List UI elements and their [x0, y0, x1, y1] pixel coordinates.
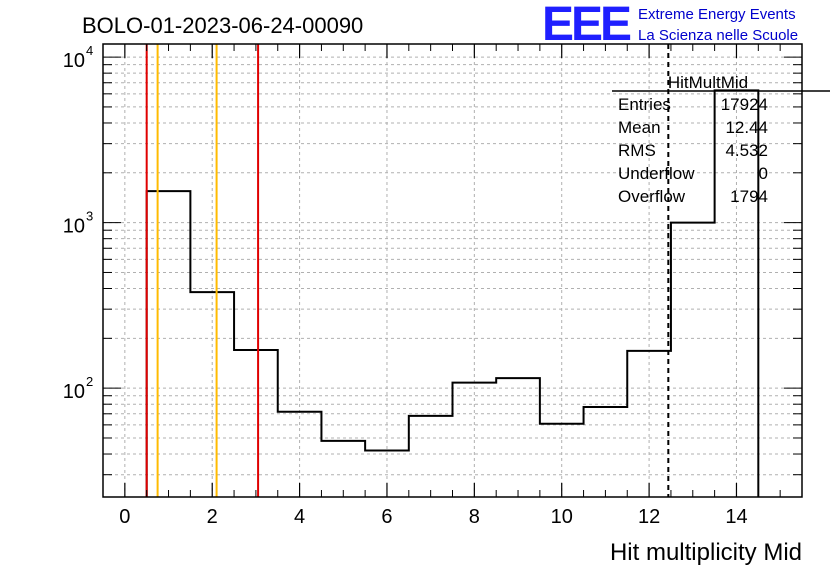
stats-label: Underflow	[618, 164, 695, 183]
x-tick-label: 4	[294, 506, 305, 528]
stats-label: RMS	[618, 141, 656, 160]
logo-line-2: La Scienza nelle Scuole	[638, 27, 798, 44]
x-axis-label: Hit multiplicity Mid	[610, 539, 802, 566]
y-tick-label: 10	[63, 50, 85, 72]
x-tick-label: 10	[551, 506, 573, 528]
stats-box: HitMultMid Entries 17924 Mean 12.44 RMS 4.532 U…	[612, 73, 830, 206]
logo-text: EEE	[542, 0, 631, 51]
histogram-series	[145, 89, 760, 497]
stats-value: 4.532	[725, 141, 768, 160]
stats-label: Mean	[618, 118, 661, 137]
axis-ticks	[103, 44, 802, 497]
y-tick-exponent: 4	[86, 43, 93, 58]
stats-value: 1794	[730, 187, 768, 206]
y-tick-label: 10	[63, 381, 85, 403]
x-tick-label: 12	[638, 506, 660, 528]
x-tick-labels: 0 2 4 6 8 10 12 14	[119, 506, 747, 528]
x-tick-label: 6	[381, 506, 392, 528]
eee-logo: EEE Extreme Energy Events La Scienza nel…	[542, 0, 798, 51]
stats-label: Entries	[618, 95, 671, 114]
y-tick-exponent: 2	[86, 374, 93, 389]
stats-value: 12.44	[725, 118, 768, 137]
y-tick-exponent: 3	[86, 209, 93, 224]
stats-value: 17924	[721, 95, 768, 114]
histogram-outline	[145, 89, 760, 497]
x-tick-label: 2	[207, 506, 218, 528]
x-tick-label: 8	[469, 506, 480, 528]
stats-value: 0	[759, 164, 768, 183]
y-tick-label: 10	[63, 216, 85, 238]
x-tick-label: 0	[119, 506, 130, 528]
chart-title: BOLO-01-2023-06-24-00090	[82, 13, 363, 38]
marker-lines	[145, 44, 670, 497]
stats-box-name: HitMultMid	[668, 73, 748, 92]
x-tick-label: 14	[725, 506, 747, 528]
logo-line-1: Extreme Energy Events	[638, 6, 796, 23]
stats-label: Overflow	[618, 187, 686, 206]
